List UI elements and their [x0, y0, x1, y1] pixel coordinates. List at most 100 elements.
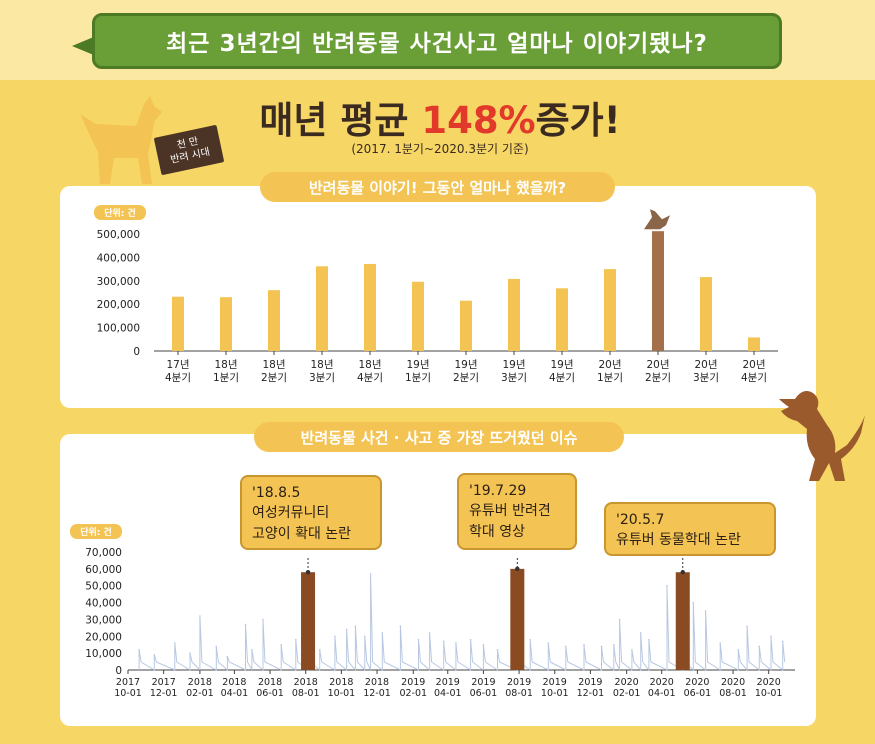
y-tick-label: 70,000	[85, 547, 122, 559]
x-tick-label: 06-01	[470, 688, 498, 699]
x-tick-label: 2018	[365, 677, 389, 688]
x-tick-label: 08-01	[292, 688, 320, 699]
event-date: '18.8.5	[252, 485, 301, 501]
x-tick-label: 1분기	[405, 372, 431, 384]
x-tick-label: 19년	[550, 359, 573, 371]
banner: 최근 3년간의 반려동물 사건사고 얼마나 이야기됐나?	[92, 13, 782, 69]
x-tick-label: 2019	[436, 677, 460, 688]
line-chart-card: 단위: 건 0 10,000 20,000 30,000 40,000 50,000 60,0…	[60, 434, 816, 726]
event-date: '19.7.29	[469, 483, 527, 499]
dog-silhouette-icon	[80, 96, 162, 184]
line-chart-title: 반려동물 사건 · 사고 중 가장 뜨거웠던 이슈	[254, 422, 624, 452]
x-tick-label: 3분기	[693, 372, 719, 384]
event-bar	[510, 568, 525, 670]
bar-chart: 단위: 건 0 100,000 200,000 300,000 400,000 500,00…	[94, 205, 778, 384]
x-tick-label: 19년	[454, 359, 477, 371]
event-text: 고양이 확대 논란	[252, 525, 352, 542]
bar-chart-card: 단위: 건 0 100,000 200,000 300,000 400,000 500,00…	[60, 186, 816, 408]
bar	[556, 288, 568, 351]
headline: 매년 평균 148%증가!	[230, 90, 650, 144]
x-tick-label: 2018	[188, 677, 212, 688]
headline-subtitle: (2017. 1분기~2020.3분기 기준)	[351, 142, 529, 156]
badge-line2: 반려 시대	[169, 146, 212, 166]
x-tick-label: 02-01	[186, 688, 214, 699]
unit-badge	[70, 524, 122, 539]
x-tick-label: 4분기	[549, 372, 575, 384]
x-tick-label: 10-01	[328, 688, 356, 699]
x-tick-label: 20년	[694, 359, 717, 371]
event-callout: '20.5.7 유튜버 동물학대 논란	[604, 502, 776, 556]
x-tick-label: 10-01	[541, 688, 569, 699]
bar	[652, 231, 664, 351]
x-tick-label: 2분기	[453, 372, 479, 384]
x-tick-label: 2020	[685, 677, 709, 688]
x-tick-label: 04-01	[221, 688, 249, 699]
x-tick-label: 2018	[222, 677, 246, 688]
bar	[268, 290, 280, 351]
event-point	[305, 570, 311, 575]
x-tick-label: 2017	[116, 677, 140, 688]
x-tick-label: 4분기	[357, 372, 383, 384]
x-tick-label: 2019	[401, 677, 425, 688]
x-tick-label: 18년	[358, 359, 381, 371]
y-tick-label: 30,000	[85, 614, 122, 626]
bar	[700, 277, 712, 351]
x-tick-label: 2019	[471, 677, 495, 688]
x-tick-label: 02-01	[399, 688, 427, 699]
event-bar	[675, 572, 690, 670]
x-tick-label: 4분기	[741, 372, 767, 384]
x-tick-label: 2분기	[261, 372, 287, 384]
event-text: 유튜버 동물학대 논란	[616, 532, 741, 549]
x-tick-label: 2020	[757, 677, 781, 688]
x-tick-label: 06-01	[684, 688, 712, 699]
x-tick-label: 2020	[615, 677, 639, 688]
bar	[508, 278, 520, 351]
x-tick-label: 2분기	[645, 372, 671, 384]
x-tick-label: 18년	[214, 359, 237, 371]
x-tick-label: 04-01	[434, 688, 462, 699]
x-tick-label: 12-01	[150, 688, 178, 699]
event-text: 여성커뮤니티	[252, 505, 330, 522]
jumping-dog-icon	[779, 391, 865, 481]
x-tick-label: 04-01	[648, 688, 676, 699]
y-tick-label: 100,000	[97, 323, 140, 335]
unit-label: 단위: 건	[80, 526, 112, 538]
headline-suffix: 증가!	[535, 99, 621, 142]
line-chart: 단위: 건 0 10,000 20,000 30,000 40,000 50,000 60,0…	[70, 524, 795, 699]
x-tick-label: 12-01	[363, 688, 391, 699]
y-tick-label: 50,000	[85, 581, 122, 593]
event-bar	[301, 572, 316, 670]
x-tick-label: 2020	[721, 677, 745, 688]
x-tick-label: 12-01	[577, 688, 605, 699]
x-tick-label: 2018	[258, 677, 282, 688]
event-text: 학대 영상	[469, 523, 525, 540]
x-tick-label: 19년	[502, 359, 525, 371]
event-text: 유튜버 반려견	[469, 503, 551, 520]
bar	[172, 296, 184, 351]
headline-prefix: 매년 평균	[259, 99, 422, 142]
x-tick-label: 20년	[598, 359, 621, 371]
x-tick-label: 20년	[646, 359, 669, 371]
y-tick-label: 0	[115, 665, 122, 677]
y-tick-label: 60,000	[85, 564, 122, 576]
x-tick-label: 20년	[742, 359, 765, 371]
y-tick-label: 500,000	[97, 229, 140, 241]
x-tick-label: 2019	[507, 677, 531, 688]
event-callout: '19.7.29 유튜버 반려견 학대 영상	[457, 473, 577, 550]
badge-sign: 천 만 반려 시대	[153, 124, 225, 176]
x-tick-label: 2018	[329, 677, 353, 688]
bar	[460, 300, 472, 351]
x-tick-label: 1분기	[213, 372, 239, 384]
x-tick-label: 18년	[262, 359, 285, 371]
y-tick-label: 300,000	[97, 276, 140, 288]
y-tick-label: 0	[133, 346, 140, 358]
x-tick-label: 2018	[294, 677, 318, 688]
x-tick-label: 2020	[650, 677, 674, 688]
y-tick-label: 10,000	[85, 648, 122, 660]
event-point	[680, 570, 685, 575]
x-tick-label: 2017	[152, 677, 176, 688]
y-tick-label: 400,000	[97, 252, 140, 264]
event-point	[515, 566, 520, 572]
headline-accent: 148%	[421, 99, 536, 142]
banner-tail	[72, 36, 96, 56]
